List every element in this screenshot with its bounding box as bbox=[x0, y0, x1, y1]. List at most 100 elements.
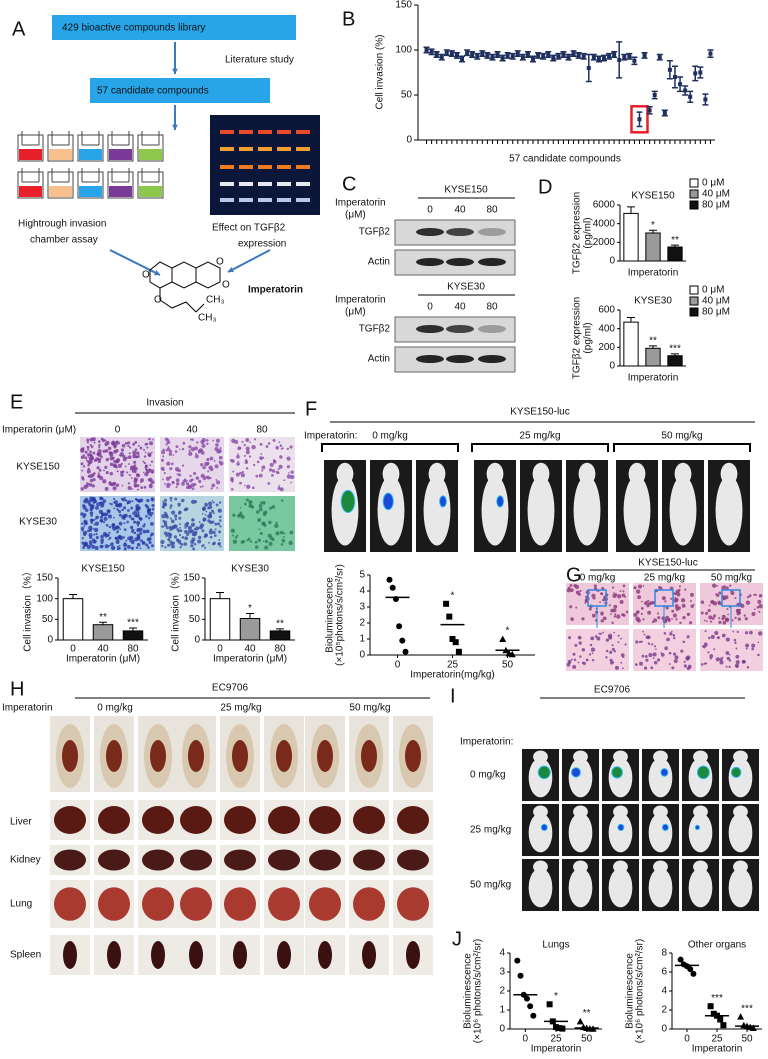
x-tick-label: 25 bbox=[447, 660, 459, 671]
gel-band bbox=[296, 198, 310, 202]
cell-dot bbox=[205, 475, 208, 478]
cell-dot bbox=[725, 637, 730, 642]
cell-dot bbox=[258, 504, 263, 508]
cell-dot bbox=[574, 643, 578, 647]
cell-dot bbox=[616, 614, 621, 619]
cell-dot bbox=[103, 469, 105, 472]
dose: 0 bbox=[115, 425, 121, 436]
cell-dot bbox=[165, 443, 168, 446]
y-axis-label: Bioluminescence bbox=[625, 953, 636, 1029]
cell-dot bbox=[211, 483, 216, 488]
cell-dot bbox=[734, 596, 737, 600]
cell-dot bbox=[134, 477, 138, 482]
cell-dot bbox=[204, 502, 208, 507]
cell-dot bbox=[169, 467, 173, 471]
cell-dot bbox=[127, 444, 130, 448]
cell-dot bbox=[184, 536, 189, 541]
cell-dot bbox=[200, 462, 204, 467]
cell-dot bbox=[185, 482, 190, 486]
cell-dot bbox=[670, 597, 673, 600]
row-label: KYSE150 bbox=[16, 462, 60, 473]
cell-dot bbox=[201, 513, 204, 515]
cell-dot bbox=[656, 612, 660, 615]
point bbox=[520, 55, 525, 60]
mouse-head bbox=[428, 462, 446, 485]
arrow-head bbox=[172, 68, 178, 74]
cell-dot bbox=[195, 526, 200, 531]
chart-title: Other organs bbox=[688, 940, 746, 951]
cell-dot bbox=[260, 453, 263, 455]
organ-label: Lung bbox=[10, 899, 32, 910]
mouse-body bbox=[648, 757, 673, 798]
cell-dot bbox=[737, 611, 742, 615]
atom: O bbox=[222, 280, 230, 291]
cell-dot bbox=[189, 474, 192, 478]
cell-dot bbox=[86, 445, 90, 449]
cell-dot bbox=[194, 454, 199, 459]
cell-dot bbox=[93, 472, 96, 475]
treatment: Imperatorin bbox=[335, 295, 386, 306]
cell-dot bbox=[86, 453, 90, 456]
cell-dot bbox=[239, 471, 242, 475]
cell-dot bbox=[201, 529, 205, 533]
cell-dot bbox=[179, 546, 182, 549]
cell-dot bbox=[249, 540, 253, 543]
cell-dot bbox=[160, 466, 165, 471]
cell-dot bbox=[201, 485, 204, 488]
cell-dot bbox=[81, 469, 84, 472]
mouse-body bbox=[648, 812, 673, 853]
mouse-body bbox=[568, 867, 593, 908]
cell-dot bbox=[93, 497, 96, 499]
cell-dot bbox=[175, 478, 180, 483]
cell-dot bbox=[93, 441, 96, 444]
legend-label: 80 μM bbox=[702, 200, 730, 211]
cell-dot bbox=[217, 542, 221, 546]
cell-dot bbox=[135, 473, 141, 478]
signal bbox=[730, 766, 742, 778]
cell-dot bbox=[236, 454, 240, 459]
cell-dot bbox=[219, 461, 224, 466]
arrow-head bbox=[172, 124, 178, 130]
point bbox=[559, 1025, 566, 1032]
y-axis-label: (×10⁶ photons/s/cm²/sr) bbox=[473, 939, 484, 1043]
cell-dot bbox=[189, 479, 193, 483]
cell-dot bbox=[166, 447, 171, 452]
cell-dot bbox=[100, 519, 103, 521]
cell-dot bbox=[80, 462, 84, 466]
cell-dot bbox=[621, 667, 624, 670]
point bbox=[672, 75, 677, 79]
cell-dot bbox=[151, 503, 155, 508]
cell-dot bbox=[104, 448, 109, 453]
cell-dot bbox=[204, 546, 207, 549]
cell-dot bbox=[234, 536, 238, 539]
cell-dot bbox=[167, 446, 170, 449]
cell-dot bbox=[749, 630, 753, 635]
effect-text: Effect on TGFβ2 bbox=[212, 223, 286, 234]
cell-dot bbox=[611, 644, 614, 647]
point bbox=[546, 1001, 553, 1008]
compound-text: Imperatorin bbox=[248, 285, 303, 296]
organ bbox=[309, 849, 341, 871]
cell-dot bbox=[709, 620, 713, 623]
point bbox=[688, 94, 693, 99]
point bbox=[678, 82, 683, 87]
cell-dot bbox=[165, 534, 168, 538]
cell-dot bbox=[591, 652, 594, 655]
cell-dot bbox=[139, 518, 142, 521]
panel-letter: D bbox=[538, 176, 552, 198]
organ bbox=[98, 806, 130, 834]
y-axis-label: TGFβ2 expression bbox=[572, 192, 583, 274]
point bbox=[622, 55, 627, 60]
cell-dot bbox=[282, 535, 285, 538]
cell-dot bbox=[102, 449, 106, 453]
bar bbox=[623, 212, 639, 262]
cell-dot bbox=[758, 594, 763, 598]
y-tick-label: 3 bbox=[359, 602, 365, 613]
cell-dot bbox=[208, 541, 210, 544]
gel-band bbox=[296, 182, 310, 186]
cell-dot bbox=[718, 591, 722, 595]
cell-dot bbox=[89, 443, 92, 447]
cell-dot bbox=[184, 529, 188, 534]
cell-dot bbox=[581, 661, 584, 664]
y-tick-label: 2 bbox=[661, 1005, 667, 1016]
